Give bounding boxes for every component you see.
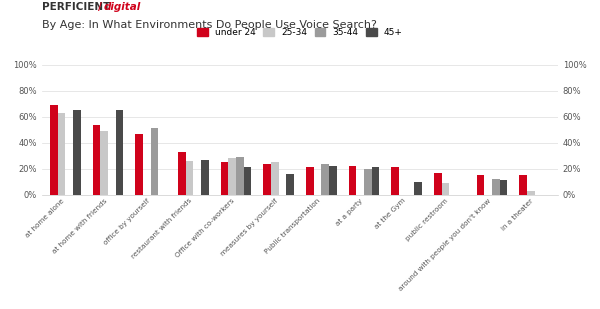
Bar: [93, 125, 100, 195]
Bar: [263, 163, 271, 195]
Text: /: /: [98, 2, 101, 11]
Bar: [221, 162, 229, 195]
Bar: [136, 134, 143, 195]
Bar: [100, 131, 108, 195]
Legend: under 24, 25-34, 35-44, 45+: under 24, 25-34, 35-44, 45+: [197, 28, 403, 37]
Bar: [73, 110, 81, 195]
Bar: [519, 175, 527, 195]
Bar: [229, 158, 236, 195]
Bar: [476, 175, 484, 195]
Bar: [492, 179, 500, 195]
Bar: [58, 113, 65, 195]
Bar: [391, 167, 399, 195]
Bar: [201, 160, 209, 195]
Bar: [244, 167, 251, 195]
Bar: [178, 152, 186, 195]
Bar: [500, 180, 507, 195]
Bar: [329, 166, 337, 195]
Bar: [442, 183, 449, 195]
Bar: [434, 173, 442, 195]
Text: digital: digital: [103, 2, 140, 11]
Bar: [286, 174, 294, 195]
Bar: [116, 110, 124, 195]
Bar: [371, 167, 379, 195]
Bar: [364, 169, 371, 195]
Text: By Age: In What Environments Do People Use Voice Search?: By Age: In What Environments Do People U…: [42, 20, 377, 30]
Bar: [236, 157, 244, 195]
Bar: [271, 162, 278, 195]
Bar: [306, 167, 314, 195]
Bar: [50, 105, 58, 195]
Bar: [349, 166, 356, 195]
Text: PERFICIENT: PERFICIENT: [42, 2, 110, 11]
Bar: [527, 191, 535, 195]
Bar: [322, 163, 329, 195]
Bar: [186, 161, 193, 195]
Bar: [414, 182, 422, 195]
Bar: [151, 129, 158, 195]
